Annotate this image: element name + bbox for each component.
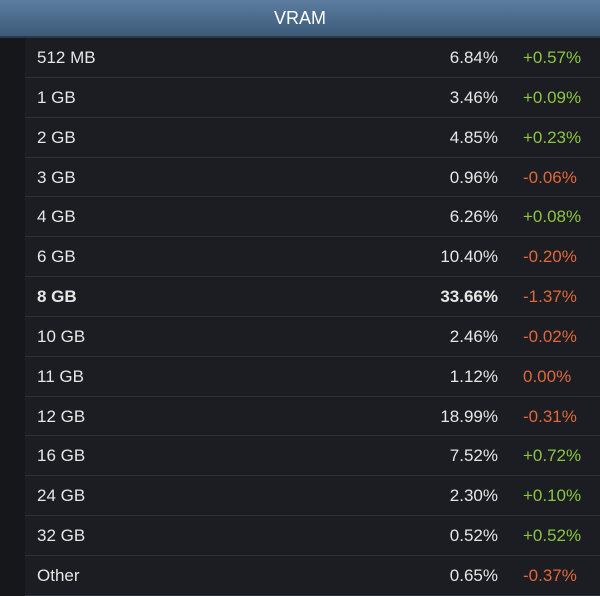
vram-size: 8 GB <box>37 287 77 307</box>
table-row: 6 GB 10.40% -0.20% <box>25 237 600 278</box>
share-percent: 33.66% <box>440 287 498 307</box>
table-row: 4 GB 6.26% +0.08% <box>25 197 600 238</box>
vram-size: Other <box>37 565 80 585</box>
change-percent: +0.52% <box>523 526 582 546</box>
change-percent: -0.31% <box>523 406 577 426</box>
share-percent: 0.96% <box>449 167 498 187</box>
share-percent: 7.52% <box>449 446 498 466</box>
change-percent: +0.10% <box>523 486 582 506</box>
vram-size: 6 GB <box>37 247 76 267</box>
change-percent: -0.20% <box>523 247 577 267</box>
change-percent: 0.00% <box>523 366 572 386</box>
share-percent: 0.52% <box>449 526 498 546</box>
table-row: 512 MB 6.84% +0.57% <box>25 38 600 78</box>
change-percent: +0.08% <box>523 207 582 227</box>
table-row: 3 GB 0.96% -0.06% <box>25 157 600 198</box>
vram-size: 32 GB <box>37 526 86 546</box>
table-row: Other 0.65% -0.37% <box>25 555 600 596</box>
vram-size: 12 GB <box>37 406 86 426</box>
share-percent: 10.40% <box>440 247 498 267</box>
vram-size: 2 GB <box>37 127 76 147</box>
vram-size: 11 GB <box>37 366 84 386</box>
share-percent: 2.46% <box>449 326 498 346</box>
change-percent: +0.72% <box>523 446 582 466</box>
table-row: 24 GB 2.30% +0.10% <box>25 476 600 517</box>
vram-size: 4 GB <box>37 207 76 227</box>
share-percent: 0.65% <box>449 565 498 585</box>
share-percent: 6.84% <box>449 48 498 67</box>
change-percent: -0.37% <box>523 565 577 585</box>
vram-size: 3 GB <box>37 167 76 187</box>
change-percent: -0.02% <box>523 326 577 346</box>
table-row: 16 GB 7.52% +0.72% <box>25 436 600 477</box>
change-percent: +0.57% <box>523 48 582 67</box>
share-percent: 18.99% <box>440 406 498 426</box>
change-percent: -1.37% <box>523 287 577 307</box>
vram-size: 16 GB <box>37 446 86 466</box>
table-row: 12 GB 18.99% -0.31% <box>25 396 600 437</box>
share-percent: 4.85% <box>449 127 498 147</box>
table-row: 8 GB 33.66% -1.37% <box>25 277 600 317</box>
share-percent: 3.46% <box>449 87 498 107</box>
share-percent: 2.30% <box>449 486 498 506</box>
change-percent: -0.06% <box>523 167 577 187</box>
change-percent: +0.09% <box>523 87 582 107</box>
table-row: 10 GB 2.46% -0.02% <box>25 316 600 357</box>
share-percent: 6.26% <box>449 207 498 227</box>
panel-header: VRAM <box>0 0 600 38</box>
vram-size: 1 GB <box>37 87 76 107</box>
vram-size: 10 GB <box>37 326 86 346</box>
table-row: 2 GB 4.85% +0.23% <box>25 117 600 158</box>
change-percent: +0.23% <box>523 127 582 147</box>
share-percent: 1.12% <box>449 366 498 386</box>
table-row: 1 GB 3.46% +0.09% <box>25 77 600 118</box>
vram-size: 512 MB <box>37 48 96 67</box>
table: 512 MB 6.84% +0.57% 1 GB 3.46% +0.09% 2 GB 4.85… <box>0 38 600 596</box>
table-row: 11 GB 1.12% 0.00% <box>25 356 600 397</box>
vram-size: 24 GB <box>37 486 86 506</box>
table-row: 32 GB 0.52% +0.52% <box>25 516 600 556</box>
